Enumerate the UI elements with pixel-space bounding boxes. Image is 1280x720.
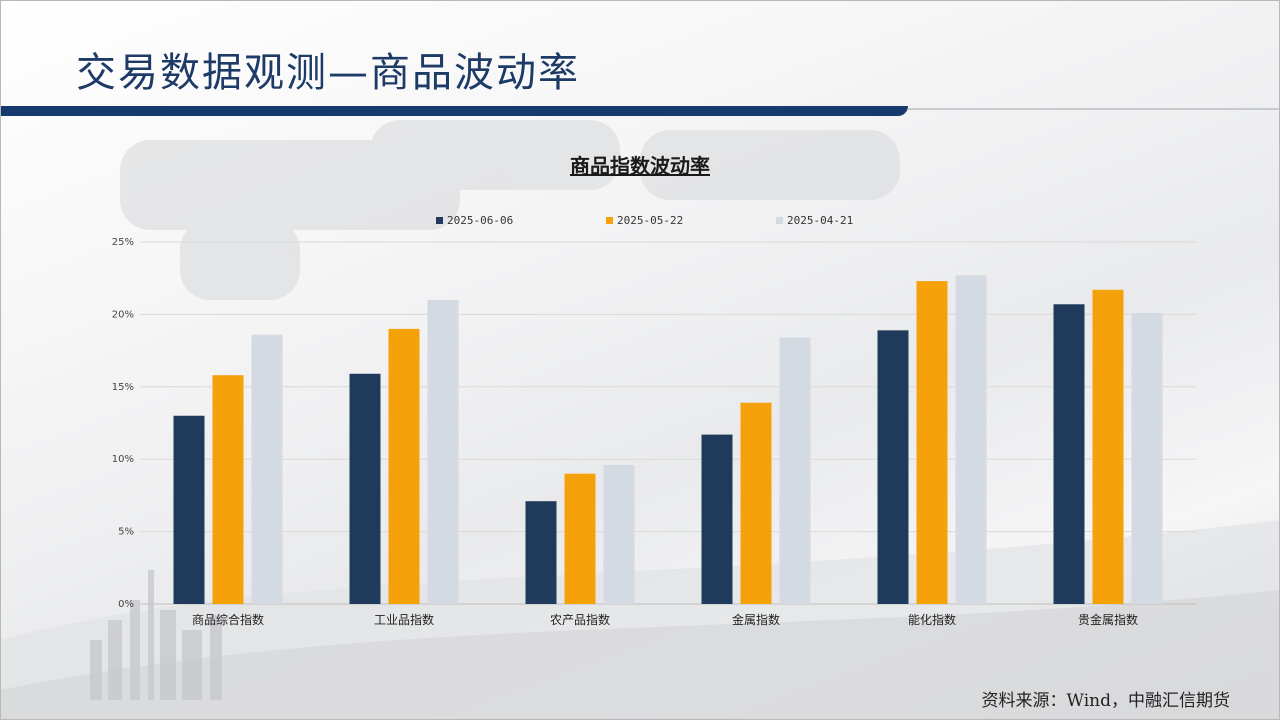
x-tick-label: 工业品指数 xyxy=(374,612,434,627)
source-note: 资料来源：Wind，中融汇信期货 xyxy=(981,691,1230,711)
title-underline-bar xyxy=(0,106,908,116)
bar-1-0 xyxy=(212,375,244,604)
bar-2-4 xyxy=(955,275,987,604)
legend-item-series-0: 2025-06-06 xyxy=(436,214,513,227)
bar-2-1 xyxy=(427,299,459,604)
x-tick-label: 商品综合指数 xyxy=(192,612,264,627)
y-tick-label: 20% xyxy=(112,309,134,320)
page-title: 交易数据观测—商品波动率 xyxy=(76,50,580,96)
bar-0-1 xyxy=(349,373,381,604)
bar-0-5 xyxy=(1053,304,1085,604)
legend-swatch-series-2 xyxy=(776,217,783,224)
legend-label-series-1: 2025-05-22 xyxy=(617,214,684,227)
bar-2-2 xyxy=(603,464,635,604)
y-tick-label: 10% xyxy=(112,454,134,465)
x-tick-label: 农产品指数 xyxy=(550,612,610,627)
legend-label-series-2: 2025-04-21 xyxy=(787,214,854,227)
legend-label-series-0: 2025-06-06 xyxy=(447,214,514,227)
x-tick-label: 能化指数 xyxy=(908,612,956,627)
bar-0-2 xyxy=(525,501,557,604)
bar-0-4 xyxy=(877,330,909,604)
legend-swatch-series-1 xyxy=(606,217,613,224)
legend-item-series-1: 2025-05-22 xyxy=(606,214,683,227)
x-tick-label: 金属指数 xyxy=(732,612,780,627)
bar-1-3 xyxy=(740,402,772,604)
bar-0-0 xyxy=(173,415,205,604)
y-tick-label: 5% xyxy=(118,527,134,538)
bar-1-1 xyxy=(388,328,420,604)
bar-2-0 xyxy=(251,334,283,604)
bar-2-5 xyxy=(1131,312,1163,604)
bar-2-3 xyxy=(779,337,811,604)
chart-title: 商品指数波动率 xyxy=(0,150,1280,179)
legend-item-series-2: 2025-04-21 xyxy=(776,214,853,227)
bar-1-5 xyxy=(1092,289,1124,604)
bar-1-4 xyxy=(916,281,948,604)
y-tick-label: 0% xyxy=(118,599,134,610)
chart-title-text: 商品指数波动率 xyxy=(570,154,710,178)
legend-swatch-series-0 xyxy=(436,217,443,224)
x-tick-label: 贵金属指数 xyxy=(1078,612,1138,627)
chart-legend: 2025-06-06 2025-05-22 2025-04-21 xyxy=(0,214,1280,230)
y-tick-label: 15% xyxy=(112,382,134,393)
bar-1-2 xyxy=(564,473,596,604)
title-underline-grey xyxy=(908,108,1280,110)
bar-0-3 xyxy=(701,434,733,604)
y-tick-label: 25% xyxy=(112,237,134,248)
